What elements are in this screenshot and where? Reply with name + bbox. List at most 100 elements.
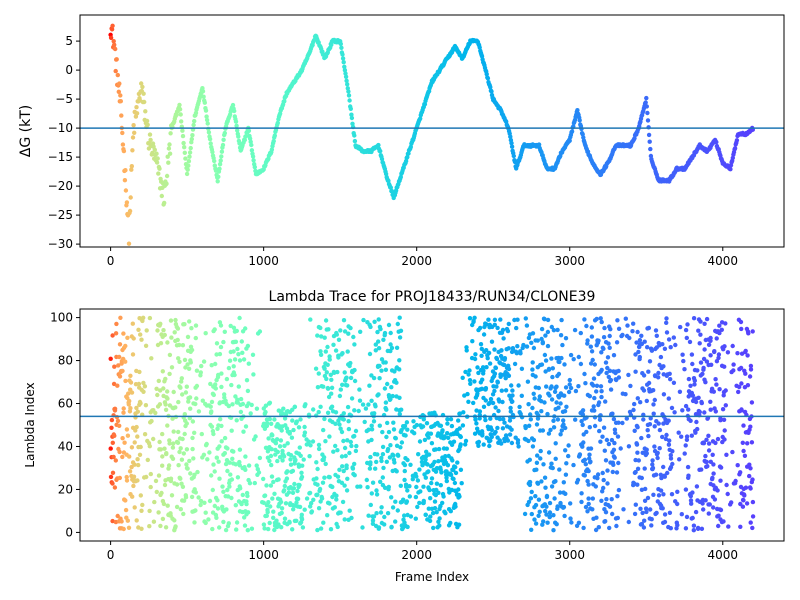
delta-g-point	[249, 142, 254, 148]
lambda-point	[215, 498, 220, 503]
lambda-point	[176, 463, 181, 468]
lambda-point	[411, 419, 416, 424]
lambda-point	[688, 418, 693, 423]
lambda-point	[514, 325, 519, 331]
delta-g-point	[644, 95, 649, 101]
lambda-point	[668, 456, 674, 461]
lambda-point	[664, 320, 669, 325]
lambda-point	[189, 347, 195, 353]
lambda-point	[174, 504, 180, 510]
lambda-point	[436, 490, 441, 495]
lambda-point	[148, 471, 153, 477]
lambda-point	[120, 368, 125, 374]
lambda-point	[686, 407, 691, 412]
lambda-point	[579, 499, 584, 505]
lambda-point	[114, 321, 119, 327]
lambda-point	[211, 462, 216, 467]
lambda-point	[561, 422, 566, 427]
lambda-point	[396, 453, 401, 458]
lambda-point	[321, 384, 326, 389]
lambda-point	[432, 499, 438, 504]
lambda-point	[254, 406, 260, 411]
lambda-point	[223, 527, 229, 533]
lambda-point	[549, 356, 554, 361]
lambda-point	[642, 466, 647, 471]
lambda-x-ticks: 0 1000 2000 3000 4000	[107, 541, 738, 562]
lambda-point	[548, 427, 553, 433]
lambda-point	[528, 412, 533, 417]
lambda-point	[225, 446, 230, 451]
lambda-point	[601, 335, 607, 340]
lambda-point	[327, 501, 332, 506]
lambda-point	[650, 462, 655, 467]
lambda-point	[268, 453, 274, 459]
lambda-point	[501, 416, 506, 422]
lambda-point	[443, 454, 448, 459]
lambda-point	[592, 408, 597, 413]
lambda-point	[180, 343, 186, 348]
lambda-point	[631, 321, 636, 326]
lambda-point	[345, 349, 350, 354]
lambda-point	[738, 524, 743, 529]
lambda-point	[718, 465, 724, 470]
lambda-point	[126, 402, 131, 407]
lambda-point	[451, 476, 456, 482]
lambda-point	[158, 341, 164, 346]
lambda-point	[243, 424, 249, 429]
lambda-point	[243, 467, 248, 472]
lambda-point	[184, 421, 189, 426]
lambda-point	[614, 470, 620, 475]
lambda-point	[144, 474, 149, 480]
lambda-point	[603, 399, 608, 404]
lambda-point	[130, 494, 135, 499]
lambda-point	[171, 441, 176, 446]
lambda-point	[597, 417, 603, 422]
lambda-point	[252, 480, 257, 486]
lambda-point	[655, 450, 660, 456]
lambda-point	[722, 437, 727, 442]
delta-g-point	[180, 133, 186, 139]
lambda-point	[401, 497, 406, 502]
lambda-point	[425, 462, 430, 467]
lambda-point	[160, 454, 165, 459]
lambda-point	[533, 374, 538, 379]
lambda-point	[163, 376, 168, 382]
lambda-point	[697, 341, 702, 346]
lambda-point	[266, 500, 271, 505]
lambda-point	[394, 443, 400, 448]
lambda-point	[134, 405, 139, 411]
delta-g-point	[178, 112, 183, 117]
lambda-point	[382, 386, 388, 391]
lambda-point	[302, 507, 307, 512]
lambda-point	[261, 500, 266, 505]
lambda-point	[356, 408, 361, 414]
lambda-point	[308, 443, 313, 448]
lambda-point	[486, 350, 492, 356]
lambda-point	[545, 520, 550, 525]
lambda-point	[718, 507, 724, 513]
lambda-point	[117, 423, 122, 428]
lambda-point	[131, 336, 136, 341]
lambda-point	[582, 457, 588, 462]
lambda-point	[347, 450, 352, 456]
delta-g-point	[388, 185, 393, 190]
lambda-point	[294, 419, 299, 424]
lambda-point	[120, 436, 125, 441]
lambda-point	[388, 443, 393, 448]
lambda-point	[483, 417, 488, 423]
lambda-point	[670, 449, 675, 454]
lambda-point	[582, 317, 587, 322]
lambda-point	[427, 487, 432, 493]
lambda-point	[316, 409, 321, 415]
lambda-point	[502, 362, 507, 368]
lambda-point	[266, 436, 271, 441]
lambda-point	[132, 505, 137, 510]
lambda-point	[542, 475, 548, 480]
lambda-point	[433, 469, 439, 474]
delta-g-point	[188, 145, 193, 151]
lambda-point	[714, 336, 719, 341]
lambda-point	[385, 420, 390, 426]
lambda-point	[345, 476, 350, 481]
lambda-point	[231, 364, 236, 369]
